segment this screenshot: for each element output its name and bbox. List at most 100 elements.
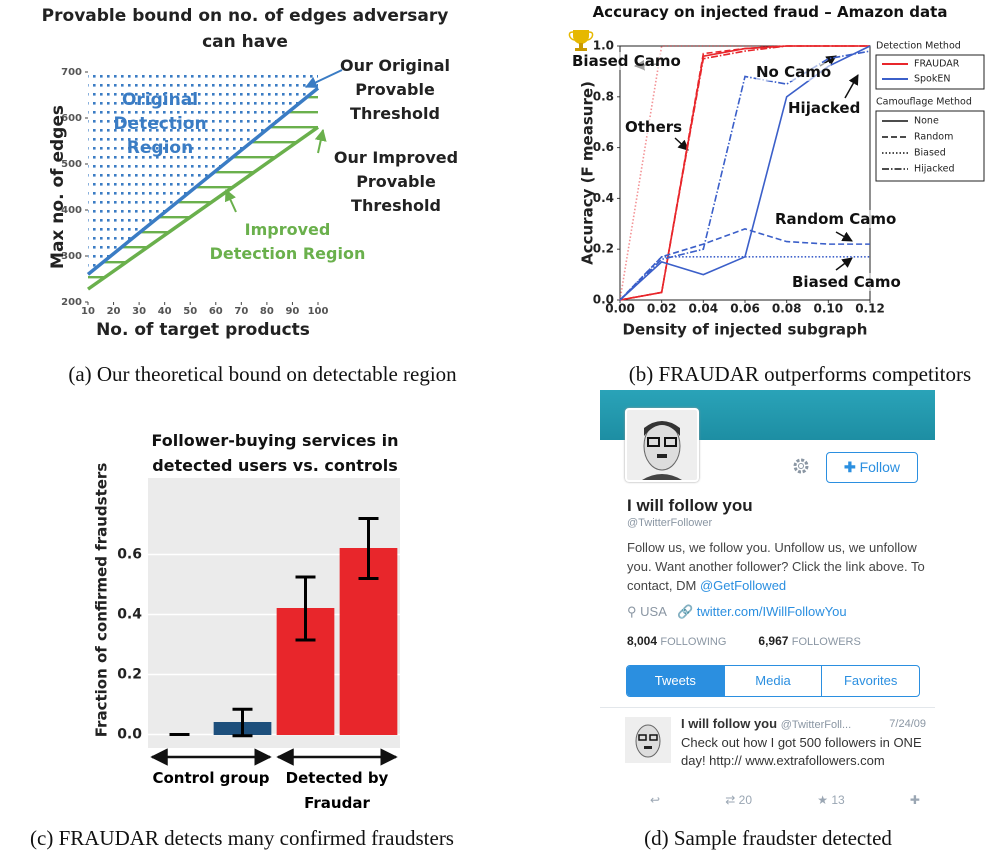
chart-title: Provable bound on no. of edges adversary… [40, 3, 450, 55]
group-label: Detected by Fraudar [268, 766, 406, 816]
y-axis-label: Fraction of confirmed fraudsters [93, 463, 111, 738]
legend-label: Random [914, 132, 953, 143]
annotation: Hijacked [788, 99, 860, 117]
followers-count: 6,967 [758, 634, 788, 648]
avatar [625, 408, 699, 482]
tweet: I will follow you @TwitterFoll... 7/24/0… [681, 715, 926, 770]
settings-icon[interactable] [792, 457, 810, 475]
x-tick-label: 80 [260, 306, 274, 317]
tab[interactable]: Tweets [627, 666, 724, 696]
tweet-date: 7/24/09 [889, 715, 926, 733]
counts-row: 8,004 FOLLOWING 6,967 FOLLOWERS [627, 634, 861, 648]
series-line [620, 51, 870, 300]
location: USA [640, 604, 666, 619]
caption: (a) Our theoretical bound on detectable … [0, 362, 525, 387]
annotation: Others [625, 118, 682, 136]
chart-title: Accuracy on injected fraud – Amazon data [560, 3, 980, 21]
separator [600, 707, 935, 708]
retweet-count: 20 [739, 793, 752, 807]
tweet-name: I will follow you [681, 716, 777, 731]
x-tick-label: 0.12 [855, 302, 885, 316]
profile-screenshot: ✚ Follow I will follow you @TwitterFollo… [600, 390, 935, 810]
follow-button[interactable]: ✚ Follow [826, 452, 918, 483]
x-tick-label: 0.08 [772, 302, 802, 316]
arrow [845, 75, 858, 98]
y-axis-label: Accuracy (F measure) [579, 81, 597, 265]
x-tick-label: 0.04 [689, 302, 719, 316]
follow-label: Follow [860, 459, 900, 475]
y-axis-label: Max no. of edges [48, 105, 68, 269]
arrow [836, 258, 852, 270]
y-tick-label: 200 [61, 297, 82, 308]
favorite-count: 13 [831, 793, 844, 807]
x-tick-label: 40 [158, 306, 172, 317]
chart-title: Follower-buying services in detected use… [140, 428, 410, 478]
tweet-actions: ↩ ⇄ 20 ★ 13 ✚ [650, 793, 920, 807]
tweet-avatar-image [625, 717, 671, 763]
x-tick-label: 0.10 [814, 302, 844, 316]
x-tick-label: 60 [209, 306, 223, 317]
annotation: Improved Detection Region [200, 218, 375, 266]
legend-label: None [914, 116, 939, 127]
legend-title: Detection Method [876, 41, 961, 52]
tweet-text: Check out how I got 500 followers in ONE… [681, 734, 926, 770]
tab[interactable]: Favorites [821, 666, 919, 696]
x-tick-label: 0.06 [730, 302, 760, 316]
legend-title: Camouflage Method [876, 97, 972, 108]
caption: (b) FRAUDAR outperforms competitors [570, 362, 998, 387]
following-label: FOLLOWING [660, 636, 726, 648]
profile-bio: Follow us, we follow you. Unfollow us, w… [627, 538, 927, 595]
y-tick-label: 1.0 [593, 39, 614, 53]
annotation: Original Detection Region [95, 88, 225, 160]
arrow [226, 190, 236, 212]
caption: (d) Sample fraudster detected [560, 826, 976, 851]
tab[interactable]: Media [724, 666, 822, 696]
y-tick-label: 0.6 [117, 547, 142, 563]
page: 2003004005006007001020304050607080901000… [0, 0, 998, 858]
annotation: Biased Camo [792, 273, 901, 291]
annotation: No Camo [756, 63, 831, 81]
x-tick-label: 10 [81, 306, 95, 317]
x-tick-label: 90 [285, 306, 299, 317]
y-tick-label: 0.4 [117, 607, 142, 623]
followers-label: FOLLOWERS [792, 636, 861, 648]
profile-link[interactable]: twitter.com/IWillFollowYou [697, 604, 847, 619]
legend-label: SpokEN [914, 74, 950, 85]
favorite-action[interactable]: ★ 13 [817, 793, 844, 807]
tweet-avatar [625, 717, 671, 763]
follow-icon[interactable]: ✚ [910, 793, 920, 807]
arrow [675, 138, 688, 150]
y-tick-label: 0.0 [117, 727, 142, 743]
trophy-icon [569, 30, 592, 51]
x-tick-label: 20 [107, 306, 121, 317]
y-tick-label: 700 [61, 67, 82, 78]
location-row: ⚲ USA 🔗 twitter.com/IWillFollowYou [627, 604, 847, 620]
avatar-image [627, 410, 697, 480]
x-tick-label: 70 [234, 306, 248, 317]
reply-icon[interactable]: ↩ [650, 793, 660, 807]
retweet-action[interactable]: ⇄ 20 [725, 793, 752, 807]
annotation: Our Original Provable Threshold [330, 54, 460, 126]
x-tick-label: 0.00 [605, 302, 635, 316]
profile-name: I will follow you [627, 496, 753, 516]
legend-label: Hijacked [914, 164, 955, 175]
arrow [836, 232, 852, 241]
x-axis-label: Density of injected subgraph [623, 321, 868, 339]
x-axis-label: No. of target products [96, 320, 310, 340]
legend-label: Biased [914, 148, 946, 159]
x-tick-label: 100 [308, 306, 329, 317]
annotation: Random Camo [775, 210, 896, 228]
x-tick-label: 30 [132, 306, 146, 317]
group-label: Control group [142, 766, 280, 791]
tweet-handle: @TwitterFoll... [781, 719, 851, 731]
x-tick-label: 50 [183, 306, 197, 317]
bio-mention[interactable]: @GetFollowed [700, 578, 786, 593]
arrow [318, 130, 323, 153]
annotation: Biased Camo [572, 52, 681, 70]
x-tick-label: 0.02 [647, 302, 677, 316]
profile-handle: @TwitterFollower [627, 517, 712, 529]
annotation: Our Improved Provable Threshold [326, 146, 466, 218]
y-tick-label: 0.2 [117, 667, 142, 683]
following-count: 8,004 [627, 634, 657, 648]
